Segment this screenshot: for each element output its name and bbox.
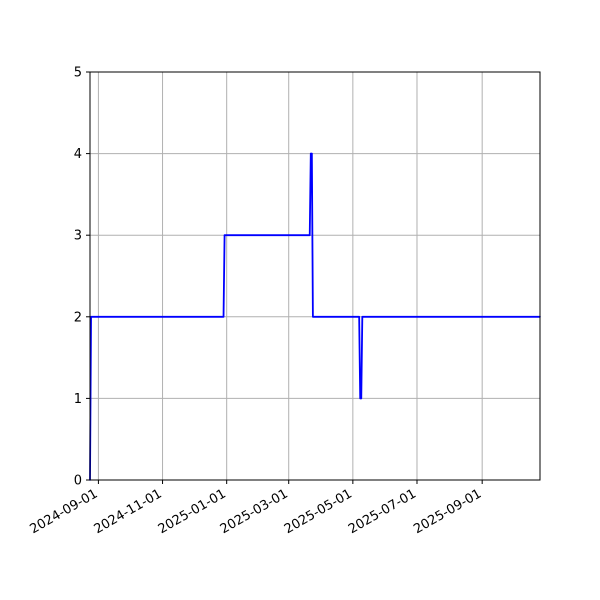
data-point <box>90 316 92 318</box>
data-point <box>358 316 360 318</box>
data-point <box>308 234 311 236</box>
data-point <box>360 397 363 400</box>
data-point <box>312 316 314 318</box>
y-tick-label: 2 <box>74 310 82 325</box>
data-point <box>223 234 226 236</box>
y-axis: 0 1 2 3 4 5 <box>74 66 90 489</box>
plot-frame <box>89 71 541 481</box>
data-point <box>361 316 364 318</box>
y-tick-label: 1 <box>74 392 82 407</box>
y-tick-label: 3 <box>74 229 82 244</box>
y-tick-label: 5 <box>74 66 82 81</box>
data-point <box>222 316 225 318</box>
data-point <box>311 152 313 155</box>
y-tick-label: 0 <box>74 474 82 489</box>
y-tick-label: 4 <box>74 147 82 162</box>
